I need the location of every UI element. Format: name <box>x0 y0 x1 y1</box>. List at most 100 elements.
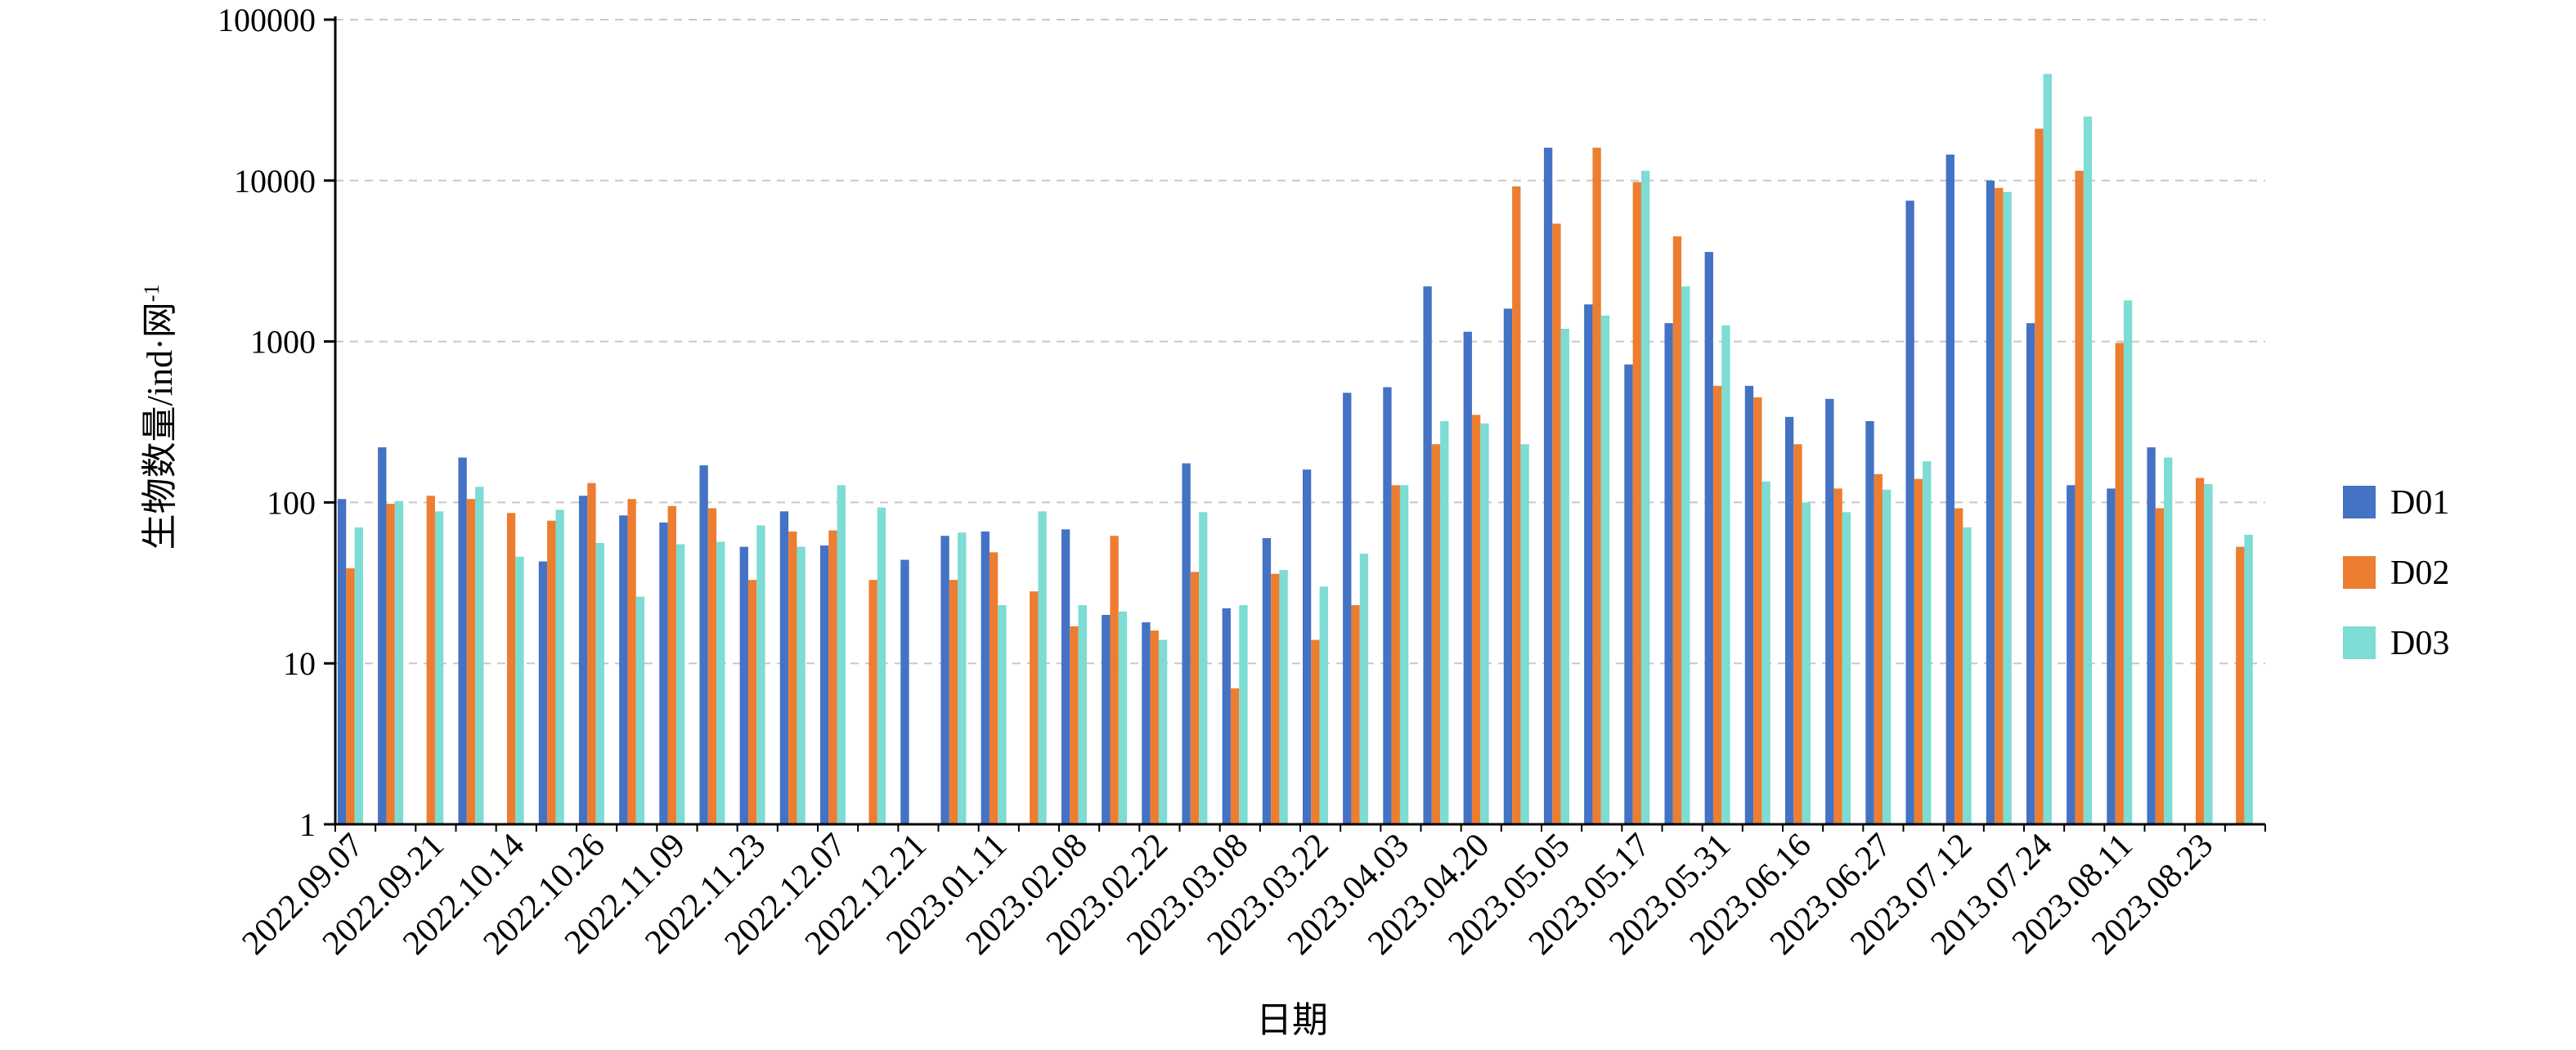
bar-D01 <box>1222 608 1231 824</box>
axes <box>324 16 2266 832</box>
bar-D02 <box>1672 236 1682 824</box>
bar-D02 <box>627 499 636 824</box>
bar-D03 <box>958 532 967 824</box>
bar-D03 <box>2244 534 2253 824</box>
bar-D01 <box>1142 621 1151 824</box>
bar-D02 <box>1753 397 1762 824</box>
bar-D02 <box>426 496 435 824</box>
bar-D02 <box>788 531 797 824</box>
bar-D03 <box>555 509 564 824</box>
bar-D02 <box>1070 626 1079 824</box>
bar-D02 <box>2075 170 2084 824</box>
bar-D01 <box>1865 420 1874 824</box>
bar-D02 <box>1793 444 1802 824</box>
bar-D01 <box>337 499 347 824</box>
bar-D02 <box>1391 485 1400 824</box>
bar-D01 <box>1744 385 1754 824</box>
bar-D03 <box>1359 554 1369 824</box>
bar-D03 <box>1239 605 1248 824</box>
bar-D02 <box>2195 478 2205 824</box>
grid-lines <box>335 19 2265 665</box>
bar-D02 <box>1030 591 1039 824</box>
bar-D02 <box>1230 688 1240 824</box>
bar-D01 <box>1061 529 1070 824</box>
bar-D02 <box>547 520 556 824</box>
bar-D03 <box>475 487 484 824</box>
bar-D01 <box>1543 147 1553 825</box>
bar-D03 <box>1038 511 1047 824</box>
y-axis-title-superscript: -1 <box>140 285 164 303</box>
bar-D03 <box>837 485 846 824</box>
bar-D03 <box>1279 570 1288 824</box>
legend-swatch-D01 <box>2343 486 2376 518</box>
bar-D01 <box>1624 364 1633 824</box>
bar-D03 <box>1882 489 1892 824</box>
bar-D02 <box>386 504 395 824</box>
y-tick-label: 1 <box>299 806 316 843</box>
bar-D01 <box>538 561 548 824</box>
bar-D02 <box>1431 444 1441 824</box>
bar-D02 <box>587 482 596 824</box>
bar-D01 <box>739 546 748 824</box>
bar-D01 <box>1503 308 1513 824</box>
bar-D01 <box>1102 614 1111 824</box>
bar-D01 <box>2147 447 2156 824</box>
bar-D01 <box>1182 463 1191 824</box>
bar-D02 <box>2035 128 2044 825</box>
bar-D03 <box>1761 481 1770 824</box>
bar-D02 <box>1311 639 1320 824</box>
bar-D01 <box>981 531 990 824</box>
bar-D03 <box>1842 512 1851 824</box>
bar-D02 <box>466 499 476 824</box>
bar-D02 <box>1995 187 2004 825</box>
bar-D03 <box>434 511 444 824</box>
bar-D01 <box>1945 155 1954 824</box>
y-tick-label: 10 <box>283 645 316 682</box>
bar-D02 <box>989 552 999 824</box>
bar-D01 <box>619 515 628 824</box>
bar-D01 <box>1343 393 1352 824</box>
y-tick-label: 100 <box>267 484 316 521</box>
bar-D01 <box>458 457 467 824</box>
bar-D01 <box>1584 304 1593 824</box>
bar-D03 <box>1802 502 1811 824</box>
bar-D03 <box>1721 325 1730 825</box>
bar-D01 <box>1905 200 1914 824</box>
bar-D01 <box>1704 252 1713 825</box>
legend-label-D01: D01 <box>2390 484 2449 522</box>
bar-D02 <box>1712 385 1722 824</box>
bar-D03 <box>1399 485 1409 824</box>
bar-D03 <box>1640 170 1650 824</box>
bar-D03 <box>515 556 524 824</box>
bar-D02 <box>2236 546 2245 824</box>
bar-D03 <box>595 542 604 824</box>
bar-D02 <box>506 513 516 824</box>
bar-D01 <box>1664 323 1673 825</box>
bar-D03 <box>1681 286 1690 825</box>
bar-D03 <box>1118 611 1128 824</box>
x-axis-title: 日期 <box>1256 1000 1328 1040</box>
bar-D01 <box>378 447 387 824</box>
bar-D01 <box>659 522 668 824</box>
bar-D01 <box>2026 323 2035 825</box>
bar-D01 <box>779 511 789 824</box>
bar-D02 <box>1190 572 1200 824</box>
bars <box>337 74 2253 825</box>
bar-D03 <box>394 500 404 824</box>
bar-D01 <box>1383 387 1392 824</box>
bar-D02 <box>1512 186 1521 824</box>
bar-D03 <box>797 546 806 824</box>
bar-D02 <box>667 505 676 824</box>
bar-D02 <box>1150 630 1159 824</box>
bar-D03 <box>1520 444 1529 824</box>
bar-D02 <box>747 580 757 824</box>
bar-D03 <box>2204 483 2213 824</box>
bar-D02 <box>1351 605 1360 824</box>
bar-D03 <box>2083 116 2093 824</box>
bar-D01 <box>1986 180 1995 825</box>
bar-D03 <box>1078 605 1087 824</box>
y-axis-title: 生物数量/ind·网-1 <box>140 285 180 550</box>
bar-D01 <box>699 465 708 824</box>
